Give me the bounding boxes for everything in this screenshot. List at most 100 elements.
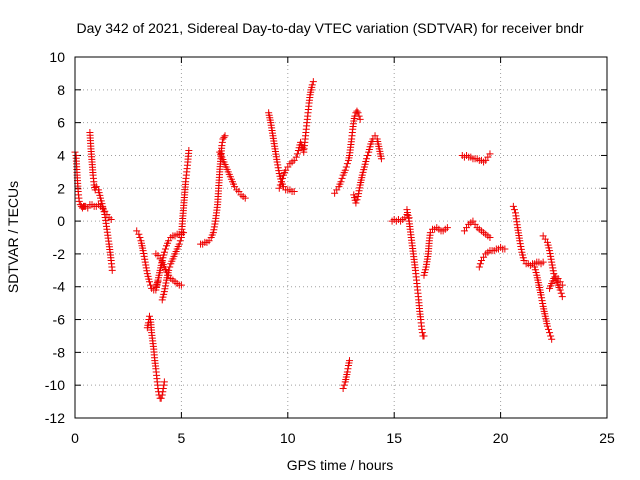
x-axis-label: GPS time / hours	[287, 457, 394, 473]
data-point-marker	[157, 394, 165, 402]
y-tick-labels: -12 -10 -8 -6 -4 -2 0 2 4 6 8 10	[45, 49, 65, 426]
series-arc10	[216, 148, 249, 202]
x-tick-label: 10	[280, 430, 296, 446]
data-point-marker	[353, 196, 361, 204]
x-tick-label: 5	[178, 430, 186, 446]
data-point-marker	[141, 255, 149, 263]
x-tick-label: 20	[493, 430, 509, 446]
y-tick-label: 10	[49, 49, 65, 65]
data-point-marker	[108, 266, 116, 274]
data-point-marker	[210, 223, 218, 231]
data-point-marker	[159, 388, 167, 396]
data-point-marker	[210, 226, 218, 234]
series-arc1	[71, 148, 90, 212]
data-point-marker	[516, 237, 524, 245]
series-arc17	[403, 206, 428, 340]
data-point-marker	[476, 260, 484, 268]
data-point-marker	[175, 240, 183, 248]
data-point-marker	[218, 138, 226, 146]
data-point-marker	[290, 188, 298, 196]
data-point-marker	[176, 237, 184, 245]
data-point-marker	[142, 264, 150, 272]
data-point-marker	[221, 132, 229, 140]
data-point-marker	[517, 245, 525, 253]
data-point-marker	[211, 220, 219, 228]
data-point-marker	[145, 312, 153, 320]
data-point-marker	[185, 147, 193, 155]
chart-title: Day 342 of 2021, Sidereal Day-to-day VTE…	[76, 20, 583, 36]
x-tick-label: 15	[386, 430, 402, 446]
data-point-marker	[486, 150, 494, 158]
y-tick-label: -12	[45, 410, 65, 426]
data-point-marker	[337, 178, 345, 186]
y-tick-label: 4	[57, 147, 65, 163]
series-arc23	[531, 263, 556, 343]
y-tick-label: 6	[57, 115, 65, 131]
data-point-marker	[404, 211, 412, 219]
data-point-marker	[139, 247, 147, 255]
data-point-marker	[354, 192, 362, 200]
data-point-marker	[275, 167, 283, 175]
data-point-marker	[352, 199, 360, 207]
data-point-marker	[516, 240, 524, 248]
data-point-marker	[547, 332, 555, 340]
y-tick-label: -8	[53, 344, 66, 360]
data-point-marker	[539, 258, 547, 266]
data-point-marker	[486, 234, 494, 241]
data-point-marker	[547, 255, 555, 263]
data-point-marker	[241, 194, 249, 202]
data-point-marker	[275, 184, 283, 192]
data-point-marker	[355, 187, 363, 195]
series-arc8	[158, 147, 193, 304]
data-point-marker	[338, 174, 346, 182]
data-point-marker	[161, 282, 169, 290]
series-arc12	[275, 78, 317, 192]
data-point-marker	[346, 357, 354, 365]
data-point-marker	[277, 178, 285, 186]
data-point-marker	[160, 381, 168, 389]
data-point-marker	[145, 278, 153, 286]
data-point-marker	[509, 202, 517, 210]
data-point-marker	[537, 291, 545, 299]
data-point-marker	[158, 391, 166, 399]
data-point-marker	[405, 214, 413, 222]
data-point-marker	[510, 206, 518, 214]
data-point-marker	[548, 335, 556, 343]
data-point-marker	[340, 381, 348, 389]
data-point-marker	[159, 384, 167, 392]
data-point-marker	[278, 174, 286, 182]
series-arc7	[152, 250, 185, 289]
data-point-marker	[107, 215, 115, 223]
data-point-marker	[142, 261, 150, 269]
data-point-marker	[475, 263, 483, 271]
data-point-marker	[343, 160, 351, 168]
data-point-marker	[341, 166, 349, 174]
x-tick-label: 25	[599, 430, 615, 446]
data-point-marker	[165, 266, 173, 274]
data-point-marker	[160, 288, 168, 296]
data-point-marker	[501, 245, 509, 253]
data-point-marker	[292, 153, 300, 161]
x-tick-label: 0	[71, 430, 79, 446]
data-point-marker	[147, 281, 155, 289]
data-point-marker	[141, 258, 149, 266]
data-point-marker	[546, 329, 554, 337]
data-point-marker	[547, 252, 555, 260]
data-point-marker	[160, 378, 168, 386]
data-point-marker	[355, 112, 363, 120]
data-point-marker	[308, 81, 316, 89]
data-point-marker	[143, 267, 151, 275]
data-point-marker	[135, 230, 143, 238]
data-point-marker	[548, 261, 556, 269]
data-point-marker	[309, 78, 317, 86]
data-point-marker	[276, 181, 284, 189]
data-point-marker	[517, 243, 525, 251]
data-point-marker	[558, 281, 566, 289]
series-arc15	[350, 132, 385, 207]
data-point-marker	[140, 249, 148, 257]
data-point-marker	[443, 224, 451, 232]
data-point-marker	[420, 332, 428, 340]
y-tick-label: 0	[57, 213, 65, 229]
y-tick-label: 2	[57, 180, 65, 196]
data-point-marker	[356, 115, 364, 123]
